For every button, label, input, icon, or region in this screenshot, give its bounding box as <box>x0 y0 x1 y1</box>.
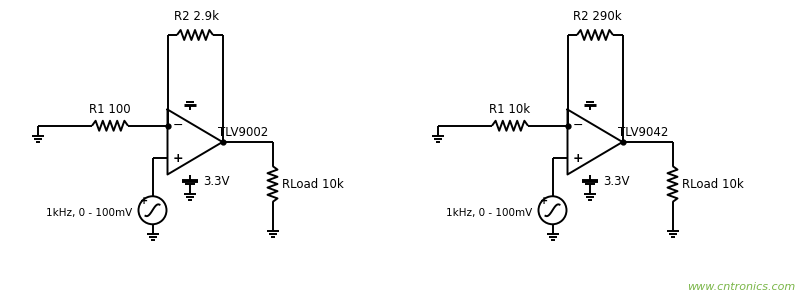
Text: R2 290k: R2 290k <box>573 10 622 23</box>
Text: TLV9042: TLV9042 <box>618 125 669 139</box>
Text: +: + <box>140 196 148 206</box>
Text: R1 10k: R1 10k <box>490 103 530 116</box>
Text: 1kHz, 0 - 100mV: 1kHz, 0 - 100mV <box>446 208 533 218</box>
Text: +: + <box>572 152 583 165</box>
Text: 3.3V: 3.3V <box>203 175 230 188</box>
Text: 3.3V: 3.3V <box>603 175 630 188</box>
Text: TLV9002: TLV9002 <box>218 125 269 139</box>
Text: R1 100: R1 100 <box>89 103 131 116</box>
Text: R2 2.9k: R2 2.9k <box>174 10 219 23</box>
Text: RLoad 10k: RLoad 10k <box>282 178 344 190</box>
Text: RLoad 10k: RLoad 10k <box>682 178 744 190</box>
Text: +: + <box>540 196 548 206</box>
Text: 1kHz, 0 - 100mV: 1kHz, 0 - 100mV <box>46 208 133 218</box>
Text: −: − <box>172 119 182 132</box>
Text: www.cntronics.com: www.cntronics.com <box>686 282 795 292</box>
Text: −: − <box>572 119 582 132</box>
Text: +: + <box>172 152 183 165</box>
